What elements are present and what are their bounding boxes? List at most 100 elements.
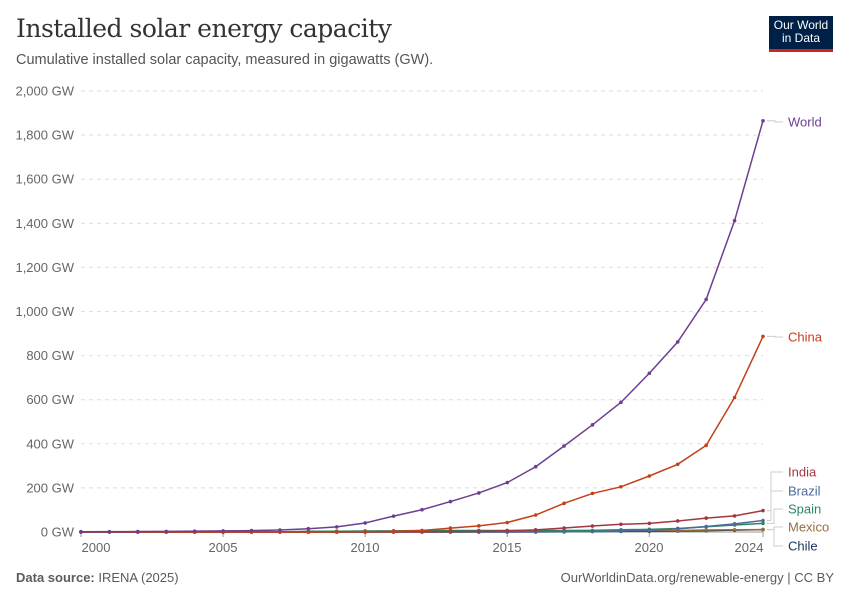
- data-point-china: [420, 528, 424, 533]
- data-point-world: [391, 514, 396, 518]
- data-point-india: [619, 522, 623, 527]
- y-tick-label: 1,400 GW: [15, 216, 74, 231]
- chart-title: Installed solar energy capacity: [16, 14, 392, 43]
- data-point-mexico: [761, 527, 765, 532]
- data-point-world: [477, 491, 481, 495]
- source-label: Data source:: [16, 570, 95, 585]
- data-point-india: [647, 521, 652, 526]
- series-line-china: [81, 336, 764, 533]
- data-point-china: [590, 491, 595, 496]
- data-point-china: [448, 526, 453, 530]
- data-point-world: [164, 529, 169, 534]
- y-tick-label: 800 GW: [26, 348, 74, 363]
- data-point-china: [761, 334, 765, 339]
- data-point-china: [675, 462, 680, 467]
- data-point-world: [420, 507, 424, 512]
- data-point-india: [590, 524, 595, 528]
- x-tick-label: 2005: [209, 540, 238, 555]
- x-tick-label: 2020: [635, 540, 664, 555]
- data-point-india: [505, 528, 510, 533]
- data-point-brazil: [675, 527, 680, 531]
- series-label-world: World: [788, 115, 822, 130]
- data-point-india: [675, 519, 680, 523]
- series-line-world: [80, 120, 764, 533]
- x-tick-label: 2000: [82, 540, 111, 555]
- x-tick-label: 2015: [493, 540, 522, 555]
- label-connector: [767, 529, 783, 547]
- data-source: Data source: IRENA (2025): [16, 570, 179, 585]
- data-point-india: [562, 526, 566, 530]
- data-point-world: [278, 528, 282, 532]
- data-point-brazil: [647, 528, 652, 533]
- data-point-world: [533, 464, 538, 469]
- series-label-india: India: [788, 465, 817, 480]
- data-point-india: [761, 508, 765, 513]
- data-point-china: [477, 524, 481, 528]
- data-point-world: [221, 529, 225, 533]
- chart-subtitle: Cumulative installed solar capacity, mea…: [16, 52, 434, 68]
- series-label-brazil: Brazil: [788, 484, 821, 499]
- data-point-china: [334, 530, 339, 534]
- x-tick-label: 2024: [735, 540, 764, 555]
- data-point-india: [448, 529, 453, 534]
- y-tick-label: 2,000 GW: [15, 84, 74, 99]
- source-link[interactable]: IRENA (2025): [98, 570, 179, 585]
- data-point-india: [477, 529, 481, 534]
- footer-url[interactable]: OurWorldinData.org/renewable-energy | CC…: [560, 570, 834, 585]
- data-point-china: [732, 395, 737, 400]
- label-connector: [767, 490, 783, 522]
- data-point-world: [363, 521, 367, 525]
- data-point-brazil: [562, 529, 566, 534]
- data-point-world: [136, 529, 140, 534]
- y-tick-label: 400 GW: [26, 436, 74, 451]
- data-point-world: [448, 499, 453, 504]
- data-point-world: [192, 529, 197, 533]
- data-point-world: [590, 423, 595, 427]
- data-point-world: [249, 528, 254, 533]
- data-point-world: [306, 526, 311, 531]
- data-point-india: [704, 516, 708, 520]
- data-point-brazil: [704, 524, 708, 529]
- data-point-china: [562, 501, 566, 506]
- data-point-mexico: [704, 528, 708, 532]
- data-point-china: [363, 529, 367, 534]
- label-connector: [767, 120, 783, 123]
- data-point-world: [107, 529, 112, 534]
- data-point-mexico: [732, 527, 737, 532]
- owid-logo[interactable]: Our World in Data: [769, 16, 833, 52]
- data-point-china: [533, 513, 538, 517]
- data-point-india: [732, 514, 737, 518]
- data-point-brazil: [732, 522, 737, 526]
- y-tick-label: 0 GW: [41, 525, 75, 540]
- series-label-spain: Spain: [788, 502, 821, 517]
- data-point-world: [675, 340, 680, 344]
- y-tick-label: 1,200 GW: [15, 260, 74, 275]
- data-point-brazil: [619, 529, 623, 533]
- series-label-chile: Chile: [788, 539, 818, 554]
- data-point-world: [619, 400, 623, 405]
- data-point-brazil: [761, 518, 765, 523]
- data-point-world: [647, 371, 652, 376]
- data-point-world: [732, 218, 737, 223]
- y-tick-label: 200 GW: [26, 480, 74, 495]
- data-point-china: [306, 530, 311, 534]
- x-tick-label: 2010: [351, 540, 380, 555]
- data-point-india: [533, 528, 538, 532]
- series-label-china: China: [788, 330, 823, 345]
- data-point-brazil: [590, 529, 595, 534]
- data-point-world: [334, 525, 339, 529]
- label-connector: [767, 335, 783, 338]
- data-point-world: [562, 444, 566, 448]
- y-tick-label: 1,800 GW: [15, 128, 74, 143]
- data-point-china: [505, 520, 510, 525]
- data-point-spain: [761, 521, 765, 526]
- data-point-china: [647, 474, 652, 478]
- data-point-china: [391, 529, 396, 534]
- label-connector: [767, 508, 783, 524]
- y-tick-label: 1,600 GW: [15, 172, 74, 187]
- series-label-mexico: Mexico: [788, 520, 829, 535]
- y-tick-label: 1,000 GW: [15, 304, 74, 319]
- data-point-world: [704, 297, 708, 302]
- data-point-china: [704, 443, 708, 448]
